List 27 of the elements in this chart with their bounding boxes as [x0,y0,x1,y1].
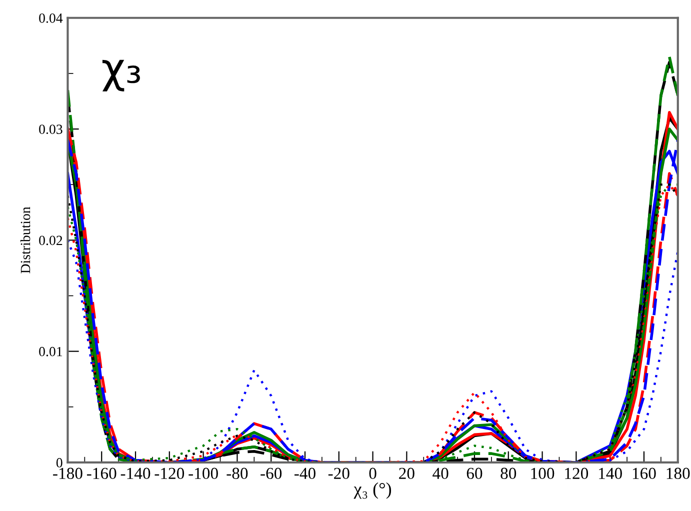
x-tick-label: -140 [120,468,150,480]
y-tick-label: 0 [56,458,62,468]
x-tick-label: 140 [599,468,622,480]
x-tick-label: -180 [53,468,82,480]
x-tick-label: 80 [500,468,516,480]
x-tick-label: 160 [632,468,656,480]
x-tick-label: 0 [369,468,376,480]
x-tick-label: 180 [666,468,690,480]
x-tick-label: -40 [294,468,316,480]
annotation: χ₃ [102,60,140,92]
x-tick-label: -160 [86,468,116,480]
x-tick-label: 40 [432,468,448,480]
y-tick-label: 0.03 [39,124,62,134]
x-tick-label: -60 [260,468,282,480]
x-tick-label: -20 [328,468,350,480]
x-tick-label: 120 [565,468,588,480]
y-tick-label: 0.01 [39,346,62,356]
x-tick-label: 20 [399,468,414,480]
x-tick-label: 60 [466,468,482,480]
y-axis-title: Distribution [20,206,30,274]
x-tick-label: -100 [188,468,218,480]
x-tick-label: -120 [154,468,184,480]
y-tick-label: 0.04 [39,13,63,23]
x-axis-title: χ₃ (°) [354,482,392,499]
y-tick-label: 0.02 [39,236,62,246]
x-tick-label: -80 [226,468,248,480]
x-tick-label: 100 [531,468,554,480]
